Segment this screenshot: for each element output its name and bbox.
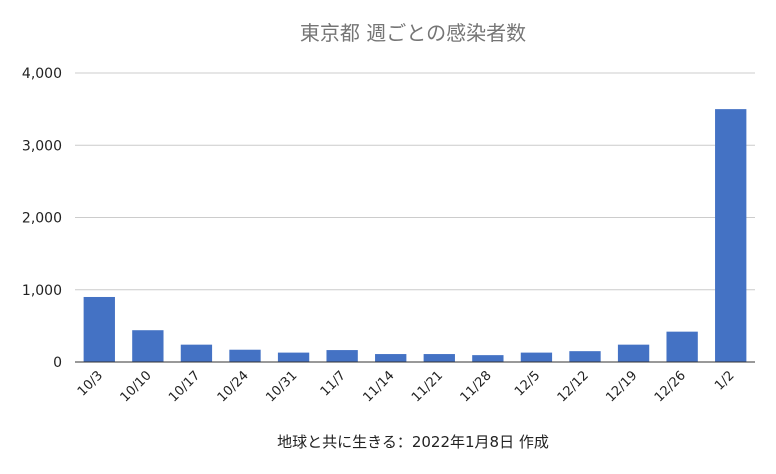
x-tick-label: 1/2 bbox=[712, 368, 737, 393]
x-tick-label: 11/21 bbox=[409, 368, 446, 405]
x-axis-ticks: 10/3 10/10 10/17 10/24 10/31 11/7 11/14 11/21 11… bbox=[75, 368, 738, 405]
y-tick-label: 1,000 bbox=[22, 283, 62, 299]
gridlines bbox=[75, 72, 755, 291]
y-axis-ticks: 0 1,000 2,000 3,000 4,000 bbox=[22, 66, 62, 371]
bars bbox=[83, 109, 747, 362]
bar bbox=[132, 330, 164, 362]
y-tick-label: 2,000 bbox=[22, 211, 62, 227]
bar bbox=[520, 352, 553, 362]
bar bbox=[375, 354, 407, 362]
x-tick-label: 10/3 bbox=[75, 368, 106, 399]
y-tick-label: 3,000 bbox=[22, 138, 62, 154]
x-tick-label: 10/24 bbox=[215, 368, 252, 405]
bar bbox=[569, 351, 601, 362]
bar bbox=[229, 349, 261, 362]
bar bbox=[83, 296, 115, 362]
footer-note: 地球と共に生きる：2022年1月8日 作成 bbox=[277, 433, 549, 451]
bar bbox=[423, 354, 455, 362]
x-tick-label: 10/17 bbox=[166, 368, 203, 405]
bar bbox=[617, 344, 650, 362]
bar bbox=[326, 350, 358, 362]
bar bbox=[277, 352, 310, 362]
x-tick-label: 10/10 bbox=[118, 368, 155, 405]
x-tick-label: 12/5 bbox=[512, 368, 543, 399]
x-tick-label: 11/14 bbox=[360, 368, 397, 405]
y-tick-label: 0 bbox=[53, 355, 62, 371]
x-tick-label: 12/26 bbox=[652, 368, 689, 405]
bar bbox=[666, 331, 698, 362]
x-tick-label: 10/31 bbox=[263, 368, 300, 405]
bar bbox=[180, 344, 213, 362]
y-tick-label: 4,000 bbox=[22, 66, 62, 82]
bar bbox=[472, 355, 504, 362]
bar bbox=[715, 109, 747, 362]
x-tick-label: 11/28 bbox=[458, 368, 495, 405]
x-tick-label: 12/12 bbox=[555, 368, 592, 405]
x-tick-label: 11/7 bbox=[318, 368, 349, 399]
x-tick-label: 12/19 bbox=[603, 368, 640, 405]
chart-title: 東京都 週ごとの感染者数 bbox=[300, 21, 526, 45]
